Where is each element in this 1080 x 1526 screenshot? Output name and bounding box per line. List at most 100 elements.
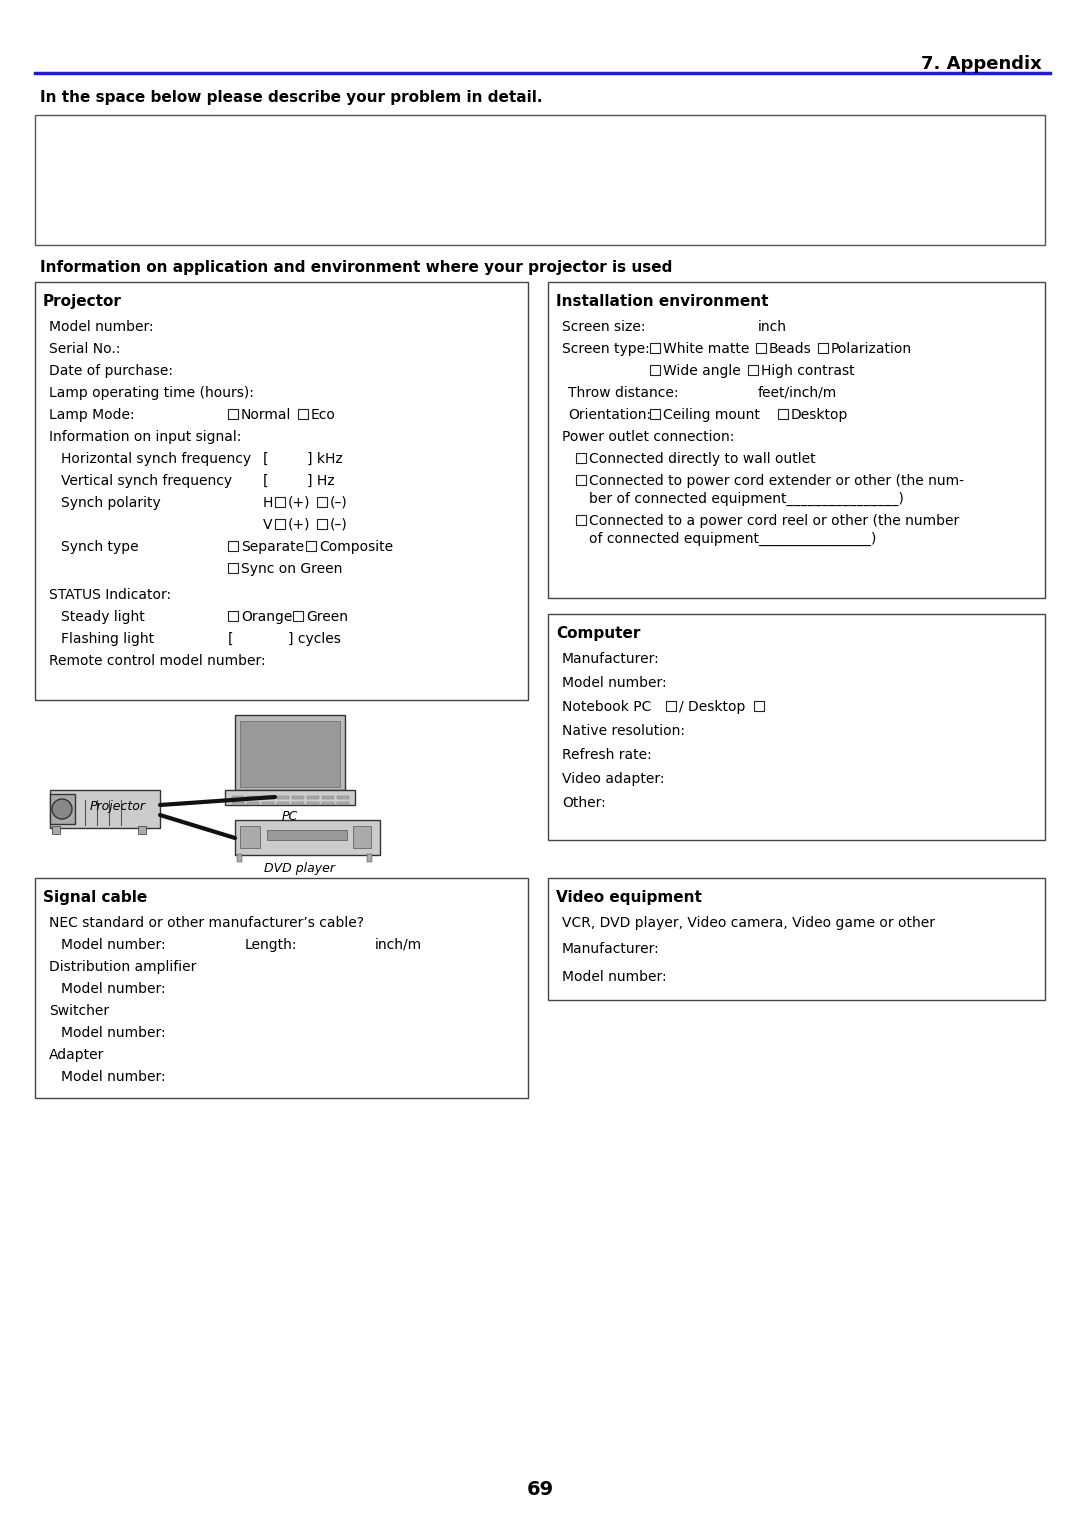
Bar — [52, 826, 60, 835]
Text: NEC standard or other manufacturer’s cable?: NEC standard or other manufacturer’s cab… — [49, 916, 364, 929]
Text: Synch polarity: Synch polarity — [60, 496, 161, 510]
Text: Model number:: Model number: — [60, 1025, 165, 1041]
Bar — [353, 826, 372, 848]
Text: ] cycles: ] cycles — [288, 632, 341, 645]
Bar — [322, 797, 334, 800]
Bar — [267, 830, 347, 839]
Text: Native resolution:: Native resolution: — [562, 723, 685, 739]
Text: 7. Appendix: 7. Appendix — [921, 55, 1042, 73]
Text: Manufacturer:: Manufacturer: — [562, 942, 660, 955]
Text: H: H — [264, 496, 273, 510]
Text: Beads: Beads — [769, 342, 812, 356]
Bar — [228, 563, 238, 572]
Bar — [247, 797, 259, 800]
Bar — [232, 797, 244, 800]
Text: Ceiling mount: Ceiling mount — [663, 407, 760, 423]
Text: [: [ — [228, 632, 233, 645]
Text: / Desktop: / Desktop — [679, 700, 745, 714]
Text: inch/m: inch/m — [375, 938, 422, 952]
Text: [: [ — [264, 452, 269, 465]
Text: Wide angle: Wide angle — [663, 365, 741, 378]
Bar — [748, 365, 758, 375]
Text: High contrast: High contrast — [761, 365, 854, 378]
Bar — [262, 803, 274, 806]
Text: Model number:: Model number: — [60, 938, 165, 952]
Text: VCR, DVD player, Video camera, Video game or other: VCR, DVD player, Video camera, Video gam… — [562, 916, 935, 929]
Bar — [650, 343, 660, 353]
Bar — [548, 877, 1045, 1000]
Bar — [276, 797, 289, 800]
Text: Connected to power cord extender or other (the num-: Connected to power cord extender or othe… — [589, 475, 964, 488]
Bar — [138, 826, 146, 835]
Text: Adapter: Adapter — [49, 1048, 105, 1062]
Bar — [666, 700, 676, 711]
Bar — [240, 720, 340, 787]
Text: 69: 69 — [526, 1480, 554, 1499]
Bar — [778, 409, 788, 420]
Bar — [237, 855, 242, 862]
Text: Flashing light: Flashing light — [60, 632, 154, 645]
Bar — [650, 409, 660, 420]
Bar — [262, 797, 274, 800]
Text: Synch type: Synch type — [60, 540, 138, 554]
Text: Remote control model number:: Remote control model number: — [49, 655, 266, 668]
Bar — [337, 803, 349, 806]
Text: ber of connected equipment________________): ber of connected equipment______________… — [589, 491, 904, 507]
Bar — [337, 797, 349, 800]
Bar — [548, 282, 1045, 598]
Text: [: [ — [264, 475, 269, 488]
Text: Notebook PC: Notebook PC — [562, 700, 651, 714]
Bar — [548, 613, 1045, 839]
Text: Eco: Eco — [311, 407, 336, 423]
Bar — [307, 803, 319, 806]
Bar — [35, 877, 528, 1099]
Text: ] kHz: ] kHz — [307, 452, 342, 465]
Text: Refresh rate:: Refresh rate: — [562, 748, 651, 761]
Text: Lamp operating time (hours):: Lamp operating time (hours): — [49, 386, 254, 400]
Bar — [298, 409, 308, 420]
Bar — [322, 803, 334, 806]
Text: Model number:: Model number: — [562, 676, 666, 690]
Bar — [235, 819, 380, 855]
Bar — [318, 519, 327, 530]
Text: Computer: Computer — [556, 626, 640, 641]
Text: Screen size:: Screen size: — [562, 320, 646, 334]
Text: Green: Green — [306, 610, 348, 624]
Circle shape — [52, 800, 72, 819]
Text: STATUS Indicator:: STATUS Indicator: — [49, 588, 171, 601]
Bar — [756, 343, 766, 353]
Bar — [35, 114, 1045, 246]
Bar — [292, 803, 303, 806]
Text: ] Hz: ] Hz — [307, 475, 335, 488]
Text: inch: inch — [758, 320, 787, 334]
Bar — [318, 497, 327, 507]
Text: of connected equipment________________): of connected equipment________________) — [589, 533, 876, 546]
Text: Lamp Mode:: Lamp Mode: — [49, 407, 135, 423]
Bar — [247, 803, 259, 806]
Text: Connected to a power cord reel or other (the number: Connected to a power cord reel or other … — [589, 514, 959, 528]
Text: Orange: Orange — [241, 610, 293, 624]
Text: Signal cable: Signal cable — [43, 890, 147, 905]
Text: Desktop: Desktop — [791, 407, 849, 423]
Bar — [306, 542, 316, 551]
Text: Projector: Projector — [90, 800, 146, 813]
Bar — [307, 797, 319, 800]
Text: Video equipment: Video equipment — [556, 890, 702, 905]
Text: Horizontal synch frequency: Horizontal synch frequency — [60, 452, 252, 465]
Text: DVD player: DVD player — [265, 862, 336, 874]
Text: (+): (+) — [288, 496, 311, 510]
Text: V: V — [264, 517, 272, 533]
Bar — [367, 855, 372, 862]
Text: Serial No.:: Serial No.: — [49, 342, 120, 356]
Text: Connected directly to wall outlet: Connected directly to wall outlet — [589, 452, 815, 465]
Text: Separate: Separate — [241, 540, 305, 554]
Text: Switcher: Switcher — [49, 1004, 109, 1018]
Text: Model number:: Model number: — [49, 320, 153, 334]
Bar — [293, 610, 303, 621]
Bar — [754, 700, 764, 711]
Bar — [818, 343, 828, 353]
Text: Composite: Composite — [319, 540, 393, 554]
Bar — [275, 519, 285, 530]
Bar — [576, 514, 586, 525]
Text: Model number:: Model number: — [562, 971, 666, 984]
